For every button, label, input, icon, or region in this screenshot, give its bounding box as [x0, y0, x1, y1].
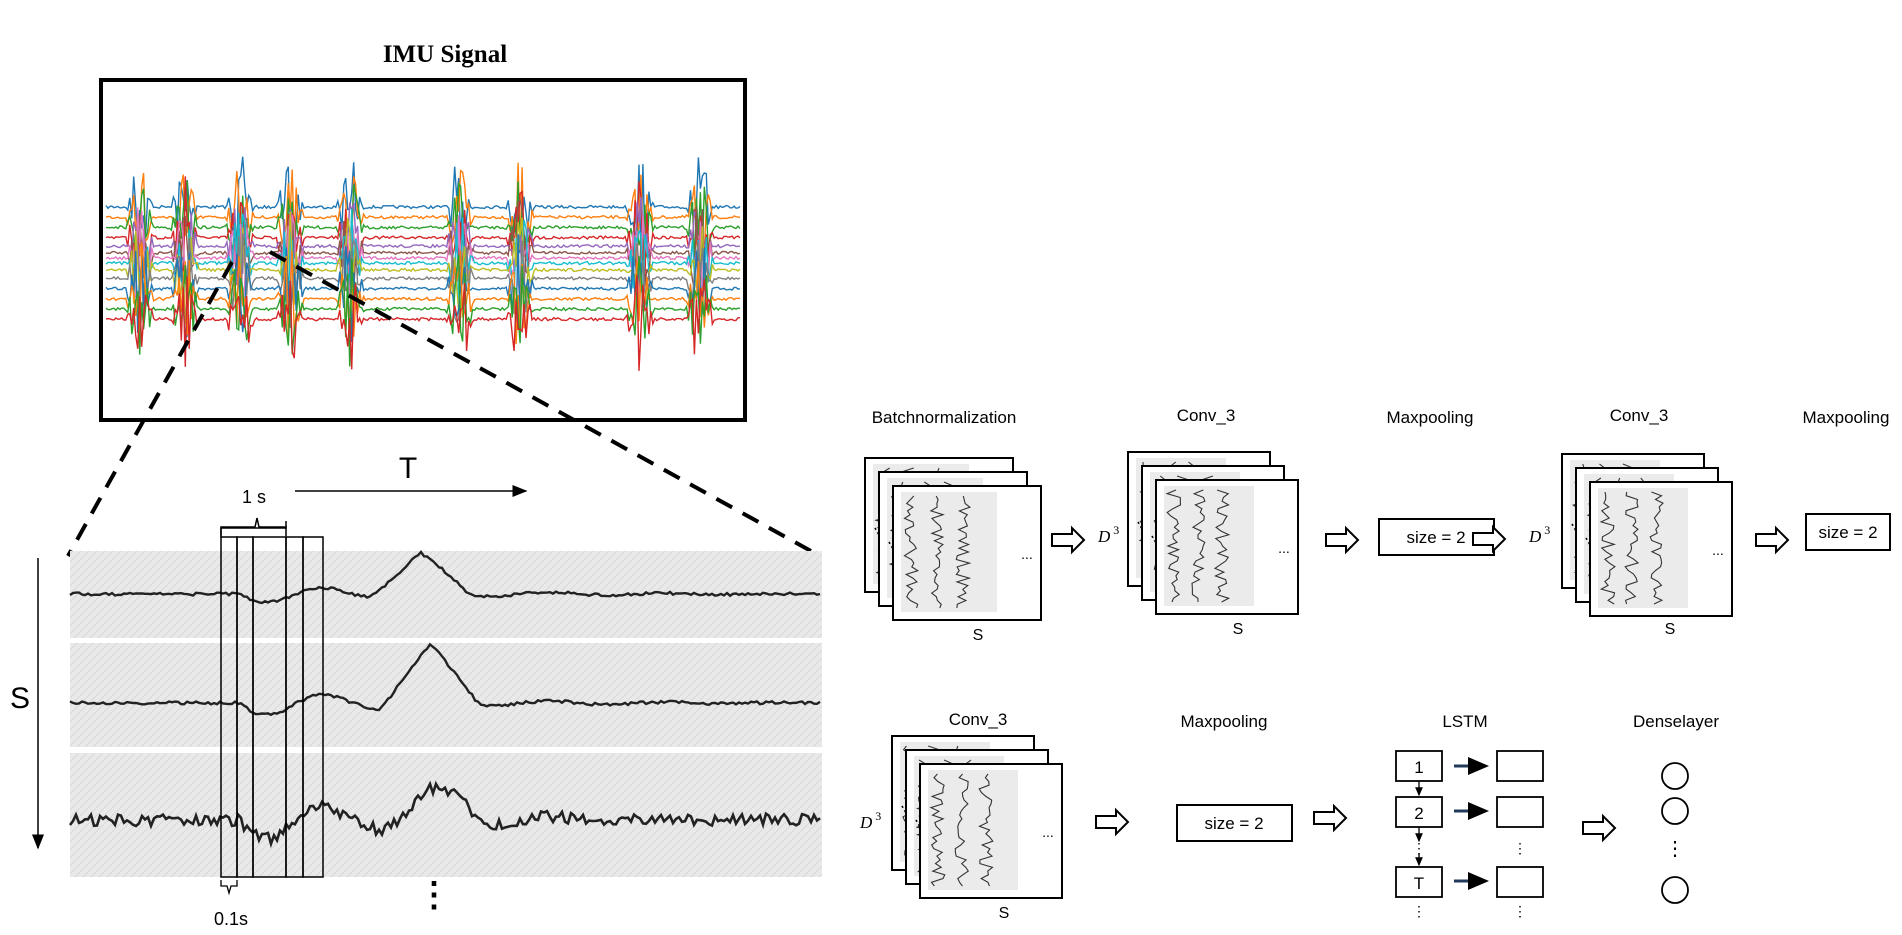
feature-map-fill [1598, 488, 1688, 608]
window-label: 1 s [242, 487, 266, 507]
feature-trace [954, 773, 970, 887]
conv-a-stack: ... [1127, 451, 1299, 615]
feature-trace [1165, 489, 1182, 603]
batchnorm-label: Batchnormalization [872, 408, 1017, 427]
batchnorm-stack: ... [864, 457, 1042, 621]
time-axis-label: T [399, 452, 417, 485]
imu-channel-trace [105, 162, 741, 266]
lstm-cell-1-label: 1 [1414, 758, 1423, 777]
imu-channel-trace [105, 208, 741, 322]
lstm-cell-2 [1395, 796, 1443, 828]
arrow-pool-lstm [1313, 803, 1348, 833]
maxpool-b-label: Maxpooling [1803, 408, 1890, 427]
lstm-vdots-bottom-right: ⋮ [1513, 903, 1527, 919]
imu-title: IMU Signal [383, 41, 507, 68]
lstm-output-1 [1496, 750, 1544, 782]
lstm-cell-1 [1395, 750, 1443, 782]
batchnorm-s-label: S [973, 627, 984, 644]
lstm-label: LSTM [1442, 712, 1487, 731]
conv-c-stack: ... [891, 735, 1063, 899]
lstm-output-t [1496, 866, 1544, 898]
maxpool-c-size: size = 2 [1204, 814, 1263, 833]
maxpool-a-label: Maxpooling [1387, 408, 1474, 427]
feature-trace [978, 773, 994, 887]
imu-channel-trace [105, 274, 741, 371]
sliding-windows [220, 536, 324, 878]
feature-trace [929, 495, 945, 609]
more-maps-ellipsis: ... [1278, 540, 1290, 556]
conv-b-s-label: S [1665, 621, 1676, 638]
arrow-bn-conv [1051, 525, 1086, 555]
lstm-cell-t-label: T [1414, 874, 1424, 893]
arrow-conv-a-pool [1325, 525, 1360, 555]
feature-trace [1191, 489, 1206, 603]
sensor-axis-label: S [10, 682, 30, 715]
lstm-block: 1 2 T ⋮ ⋮ ⋮ ⋮ [1395, 750, 1544, 919]
feature-map-fill [901, 492, 997, 612]
more-sensors-dots: ⋮ [417, 876, 451, 914]
zoom-panel-2 [70, 643, 822, 747]
conv-a-s-label: S [1233, 621, 1244, 638]
arrow-conv-b-pool [1755, 525, 1790, 555]
conv-c-label: Conv_3 [949, 710, 1008, 729]
dense-layer [1661, 762, 1689, 904]
arrow-pool-conv-b [1472, 524, 1507, 554]
feature-map-fill [928, 770, 1018, 890]
step-brace [220, 880, 238, 896]
window-brace [220, 521, 287, 538]
lstm-vdots-bottom-left: ⋮ [1412, 903, 1426, 919]
imu-channel-trace [105, 255, 741, 367]
imu-channel-trace [105, 176, 741, 292]
feature-trace [1624, 491, 1640, 605]
dense-vdots: ⋮ [1665, 838, 1685, 860]
lstm-cell-2-label: 2 [1414, 804, 1423, 823]
more-maps-ellipsis: ... [1042, 824, 1054, 840]
lstm-cell-t [1395, 866, 1443, 898]
feature-trace [1213, 489, 1231, 603]
arrow-conv-c-pool [1095, 807, 1130, 837]
imu-channel-trace [105, 234, 741, 343]
feature-trace [955, 495, 972, 609]
feature-trace [1649, 491, 1664, 605]
dense-label: Denselayer [1633, 712, 1719, 731]
feature-trace [903, 495, 920, 609]
zoom-panel-3 [70, 753, 822, 877]
imu-channel-trace [105, 233, 741, 331]
conv-b-stack: ... [1561, 453, 1733, 617]
zoom-line-left [66, 261, 234, 557]
maxpool-c-box [1176, 804, 1293, 842]
zoom-signal-traces [68, 549, 821, 849]
dense-neuron-1 [1661, 762, 1689, 790]
lstm-vdots-mid-left: ⋮ [1412, 840, 1426, 856]
lstm-vdots-mid-right: ⋮ [1513, 840, 1527, 856]
imu-signal-traces [105, 156, 741, 371]
arrow-lstm-dense [1582, 813, 1617, 843]
zoom-trace-3 [68, 780, 821, 849]
dense-neuron-2 [1661, 797, 1689, 825]
zoom-line-right [269, 250, 821, 558]
zoom-trace-1 [69, 549, 821, 605]
maxpool-b-size: size = 2 [1818, 523, 1877, 542]
step-label: 0.1s [214, 909, 248, 929]
maxpool-b-box [1805, 513, 1891, 551]
maxpool-a-size: size = 2 [1406, 528, 1465, 547]
conv-a-label: Conv_3 [1177, 406, 1236, 425]
conv-c-s-label: S [999, 905, 1010, 922]
more-maps-ellipsis: ... [1712, 542, 1724, 558]
feature-map-fill [1164, 486, 1254, 606]
feature-trace [1599, 491, 1617, 605]
conv-b-label: Conv_3 [1610, 406, 1669, 425]
lstm-output-2 [1496, 796, 1544, 828]
more-maps-ellipsis: ... [1021, 546, 1033, 562]
maxpool-c-label: Maxpooling [1181, 712, 1268, 731]
dense-neuron-n [1661, 876, 1689, 904]
zoom-trace-2 [69, 642, 821, 717]
feature-trace [929, 773, 946, 887]
